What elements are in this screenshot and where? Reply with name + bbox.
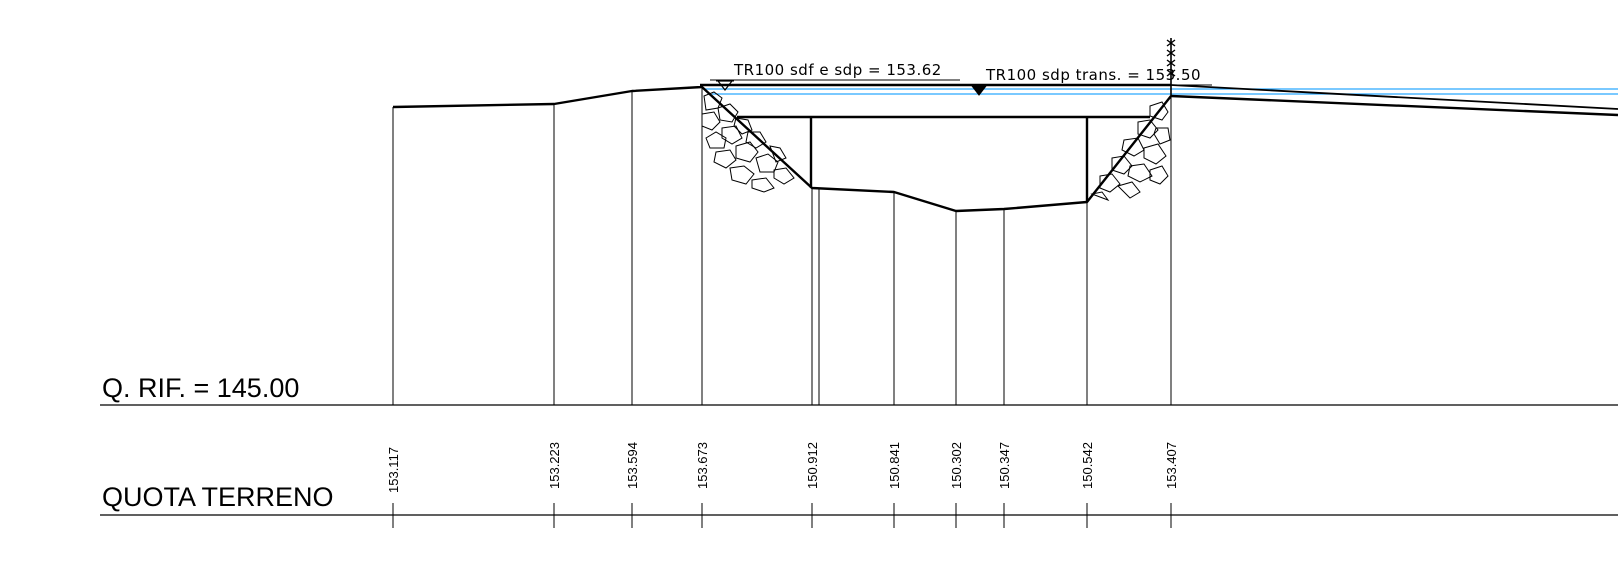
terrain-profile-left xyxy=(392,85,704,109)
rock xyxy=(1149,101,1169,121)
elevation-label: 153.117 xyxy=(386,447,401,493)
station-lines xyxy=(392,87,1172,405)
elevation-label: 153.407 xyxy=(1164,442,1179,489)
rock xyxy=(729,165,755,185)
reference-level-label: Q. RIF. = 145.00 xyxy=(102,373,299,403)
water-level-label: TR100 sdf e sdp = 153.62 xyxy=(733,61,942,79)
rock xyxy=(735,141,759,163)
ground-elevation-row-label: QUOTA TERRENO xyxy=(102,482,334,512)
rock xyxy=(1090,191,1110,202)
rock xyxy=(733,117,753,135)
elevation-label: 150.302 xyxy=(949,442,964,489)
station-ticks xyxy=(392,503,1172,528)
elevation-label: 153.223 xyxy=(547,442,562,489)
rock xyxy=(745,131,767,149)
rock xyxy=(713,149,737,169)
rock xyxy=(703,91,723,111)
rock xyxy=(1153,127,1171,145)
rock xyxy=(1117,181,1141,199)
rock xyxy=(705,131,727,149)
rock xyxy=(755,153,779,173)
elevation-label: 153.673 xyxy=(695,442,710,489)
elevation-label: 150.841 xyxy=(887,442,902,489)
rock xyxy=(1149,165,1169,185)
rock xyxy=(1143,143,1167,165)
rock xyxy=(1127,163,1153,183)
rock xyxy=(1121,137,1145,157)
riprap-left xyxy=(701,91,795,193)
pole-cross-icon xyxy=(1166,39,1176,77)
survey-pole xyxy=(1166,38,1176,96)
elevation-label: 150.347 xyxy=(997,442,1012,489)
elevation-labels: 153.117 153.223 153.594 153.673 150.912 … xyxy=(386,442,1179,493)
elevation-label: 153.594 xyxy=(625,442,640,489)
rock xyxy=(751,177,775,193)
water-level-label: TR100 sdp trans. = 153.50 xyxy=(985,66,1201,84)
terrain-profile-right-upper xyxy=(1170,84,1618,110)
water-lines xyxy=(704,88,1618,95)
rock xyxy=(773,167,795,185)
water-level-marker-icon xyxy=(970,85,988,96)
water-level-annotation-1: TR100 sdf e sdp = 153.62 xyxy=(710,61,960,91)
elevation-label: 150.912 xyxy=(805,442,820,489)
rock xyxy=(717,103,739,123)
rock xyxy=(701,111,721,131)
rock xyxy=(1099,173,1121,193)
rock xyxy=(769,145,787,163)
terrain-profile-right xyxy=(1170,94,1618,117)
rock xyxy=(1111,155,1133,175)
elevation-label: 150.542 xyxy=(1080,442,1095,489)
riprap-right xyxy=(1090,101,1171,202)
